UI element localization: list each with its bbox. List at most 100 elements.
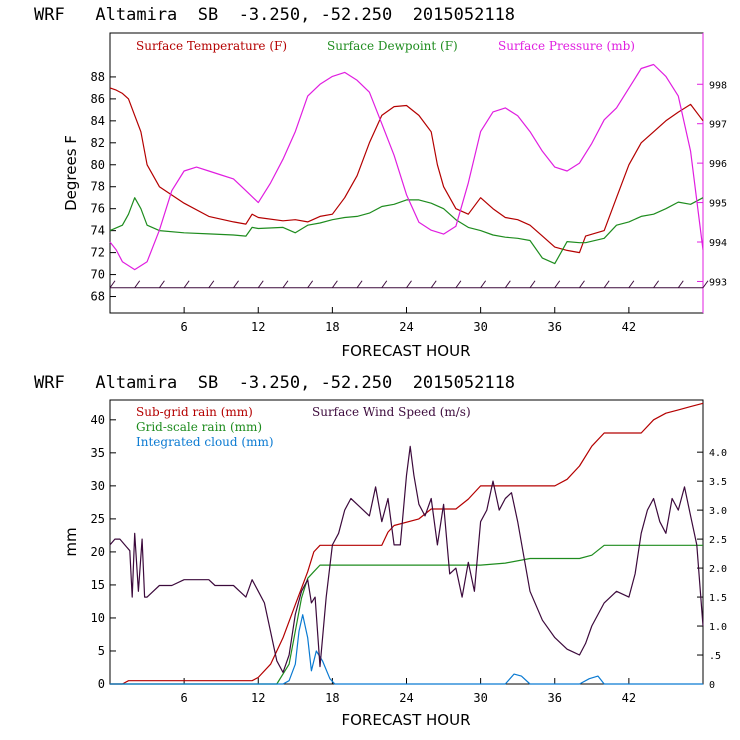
wind-barbs	[109, 280, 709, 289]
wind-barb	[603, 280, 610, 289]
x-tick-label: 36	[548, 691, 562, 705]
wind-barb	[529, 280, 536, 289]
wind-barb	[183, 280, 190, 289]
top-title: WRF Altamira SB -3.250, -52.250 20150521…	[34, 5, 515, 25]
y2-tick-label: 995	[709, 199, 727, 210]
legend-integrated-cloud: Integrated cloud (mm)	[136, 435, 274, 449]
y2-tick-label: 3.0	[709, 506, 727, 517]
series-integrated-cloud	[110, 614, 703, 685]
top-y-ticks: 68 70 72 74 76 78 80 82 84 86 88	[91, 70, 116, 304]
bottom-y-ticks: 0 5 10 15 20 25 30 35 40	[91, 413, 116, 691]
y-tick-label: 40	[91, 413, 105, 427]
wind-barb	[677, 280, 684, 289]
y-tick-label: 78	[91, 180, 105, 194]
x-tick-label: 36	[548, 320, 562, 334]
y2-tick-label: 2.0	[709, 564, 727, 575]
y-tick-label: 82	[91, 136, 105, 150]
y-tick-label: 5	[98, 644, 105, 658]
bottom-y-label: mm	[62, 527, 80, 556]
wind-barb	[430, 280, 437, 289]
wind-barb	[406, 280, 412, 289]
y-tick-label: 86	[91, 92, 105, 106]
bottom-series	[109, 402, 704, 685]
bottom-x-ticks: 6 12 18 24 30 36 42	[181, 678, 636, 705]
bottom-x-label: FORECAST HOUR	[341, 711, 470, 729]
series-grid-scale-rain	[110, 544, 703, 685]
wind-barb	[554, 280, 561, 289]
top-y-label: Degrees F	[62, 135, 80, 211]
x-tick-label: 18	[325, 691, 339, 705]
series-surface-pressure	[109, 63, 704, 271]
x-tick-label: 12	[251, 691, 265, 705]
wind-barb	[455, 280, 462, 289]
series-surface-wind-speed	[109, 445, 704, 674]
wind-barb	[134, 280, 141, 289]
x-tick-label: 30	[473, 691, 487, 705]
y-tick-label: 74	[91, 224, 105, 238]
wind-barb	[257, 280, 264, 289]
wind-barb	[159, 280, 165, 289]
legend-pressure: Surface Pressure (mb)	[498, 39, 635, 53]
y-tick-label: 70	[91, 268, 105, 282]
series-surface-dewpoint	[109, 197, 704, 265]
bottom-y2-ticks: 0 .5 1.0 1.5 2.0 2.5 3.0 3.5 4.0	[697, 448, 727, 691]
y-tick-label: 30	[91, 479, 105, 493]
legend-dewpoint: Surface Dewpoint (F)	[327, 39, 458, 53]
y2-tick-label: 4.0	[709, 448, 727, 459]
y2-tick-label: 2.5	[709, 535, 727, 546]
y-tick-label: 72	[91, 246, 105, 260]
top-x-label: FORECAST HOUR	[341, 342, 470, 360]
y-tick-label: 35	[91, 446, 105, 460]
wind-barb	[653, 280, 659, 289]
top-plot-frame	[109, 32, 704, 314]
x-tick-label: 18	[325, 320, 339, 334]
y-tick-label: 0	[98, 677, 105, 691]
x-tick-label: 12	[251, 320, 265, 334]
series-surface-temperature	[109, 87, 704, 254]
y-tick-label: 80	[91, 158, 105, 172]
y-tick-label: 68	[91, 290, 105, 304]
y2-tick-label: 998	[709, 80, 727, 91]
wind-barb	[331, 280, 338, 289]
x-tick-label: 24	[399, 691, 413, 705]
series-sub-grid-rain	[110, 402, 704, 685]
x-tick-label: 42	[622, 320, 636, 334]
x-tick-label: 30	[473, 320, 487, 334]
y2-tick-label: .5	[709, 651, 721, 662]
y2-tick-label: 997	[709, 120, 727, 131]
top-series	[109, 63, 704, 271]
top-panel: WRF Altamira SB -3.250, -52.250 20150521…	[34, 5, 727, 360]
wind-barb	[628, 280, 635, 289]
y2-tick-label: 1.5	[709, 593, 727, 604]
wind-barb	[504, 280, 511, 289]
top-x-ticks: 6 12 18 24 30 36 42	[181, 307, 636, 334]
y-tick-label: 76	[91, 202, 105, 216]
wind-barb	[702, 280, 709, 289]
legend-gridscale-rain: Grid-scale rain (mm)	[136, 420, 262, 434]
y-tick-label: 10	[91, 611, 105, 625]
y2-tick-label: 1.0	[709, 622, 727, 633]
wind-barb	[356, 280, 363, 289]
wind-barb	[233, 280, 239, 289]
y-tick-label: 84	[91, 114, 105, 128]
bottom-title: WRF Altamira SB -3.250, -52.250 20150521…	[34, 373, 515, 393]
y2-tick-label: 0	[709, 680, 715, 691]
legend-wind-speed: Surface Wind Speed (m/s)	[312, 405, 471, 419]
y-tick-label: 20	[91, 545, 105, 559]
wind-barb	[579, 280, 585, 289]
wind-barb	[208, 280, 215, 289]
y2-tick-label: 996	[709, 159, 727, 170]
bottom-panel: WRF Altamira SB -3.250, -52.250 20150521…	[34, 373, 727, 729]
y2-tick-label: 994	[709, 238, 727, 249]
legend-temperature: Surface Temperature (F)	[136, 39, 287, 53]
wind-barb	[307, 280, 314, 289]
legend-subgrid-rain: Sub-grid rain (mm)	[136, 405, 253, 419]
wind-barb	[381, 280, 388, 289]
x-tick-label: 24	[399, 320, 413, 334]
y-tick-label: 15	[91, 578, 105, 592]
wind-barb	[282, 280, 289, 289]
y2-tick-label: 993	[709, 277, 727, 288]
wind-barb	[480, 280, 487, 289]
top-y2-ticks: 993 994 995 996 997 998	[697, 80, 727, 288]
